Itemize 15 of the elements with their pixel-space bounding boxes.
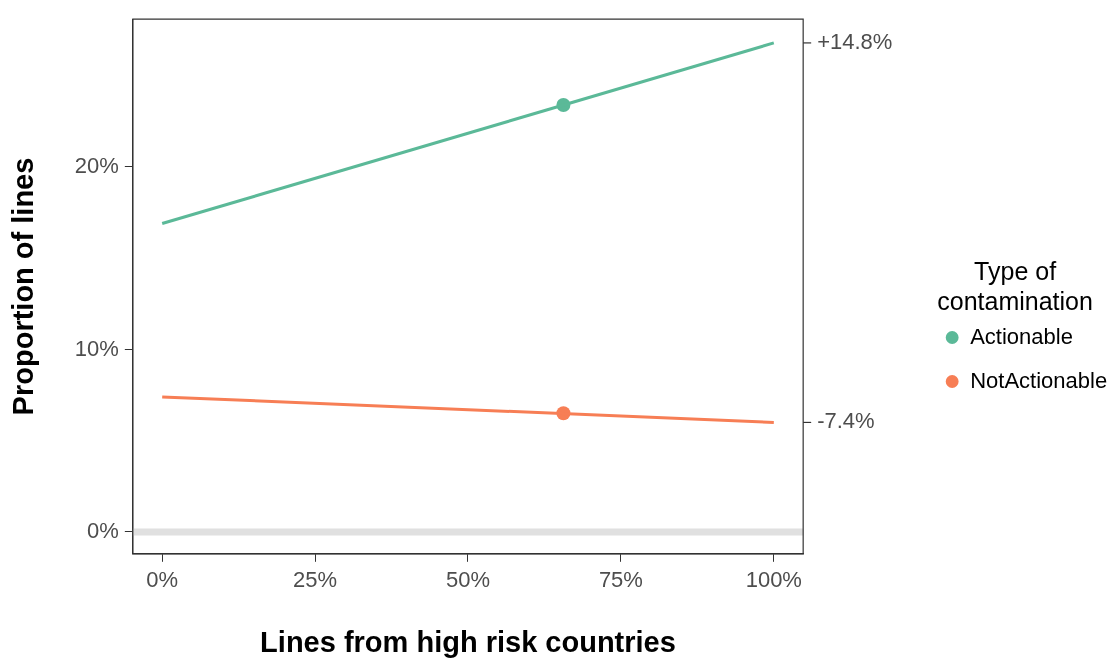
legend-label: Actionable xyxy=(970,323,1073,349)
y-axis-title: Proportion of lines xyxy=(7,157,40,416)
y-tick-label: 10% xyxy=(74,335,119,361)
y-tick-label: 0% xyxy=(87,517,119,543)
x-tick-label: 100% xyxy=(745,567,802,593)
y-tick-label: 20% xyxy=(74,153,119,179)
annotation: -7.4% xyxy=(817,408,875,434)
x-tick-label: 75% xyxy=(598,567,643,593)
legend-title: Type of contamination xyxy=(937,256,1093,315)
legend-label: NotActionable xyxy=(970,367,1108,393)
x-tick-label: 50% xyxy=(445,567,491,593)
x-axis-title: Lines from high risk countries xyxy=(260,625,676,658)
x-tick-label: 25% xyxy=(293,567,338,593)
annotation: +14.8% xyxy=(817,28,893,54)
x-tick-label: 0% xyxy=(146,567,179,593)
